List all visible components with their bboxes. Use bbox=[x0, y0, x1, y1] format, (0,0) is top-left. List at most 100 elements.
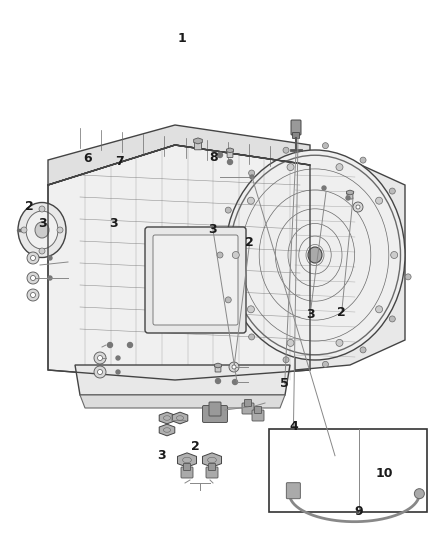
FancyBboxPatch shape bbox=[184, 464, 191, 471]
FancyBboxPatch shape bbox=[202, 406, 227, 423]
Circle shape bbox=[31, 276, 35, 280]
Circle shape bbox=[389, 316, 396, 322]
Circle shape bbox=[356, 205, 360, 209]
Circle shape bbox=[31, 255, 35, 261]
Circle shape bbox=[247, 197, 254, 204]
Circle shape bbox=[375, 306, 382, 313]
Circle shape bbox=[353, 202, 363, 212]
Circle shape bbox=[107, 343, 113, 348]
Circle shape bbox=[360, 157, 366, 163]
Text: 3: 3 bbox=[110, 217, 118, 230]
Text: 2: 2 bbox=[245, 236, 254, 249]
Polygon shape bbox=[159, 412, 175, 424]
Ellipse shape bbox=[308, 247, 322, 263]
Circle shape bbox=[27, 252, 39, 264]
Ellipse shape bbox=[26, 211, 58, 249]
Circle shape bbox=[391, 252, 398, 259]
Text: 1: 1 bbox=[177, 32, 186, 45]
Circle shape bbox=[116, 356, 120, 360]
Circle shape bbox=[414, 489, 424, 499]
Text: 2: 2 bbox=[337, 306, 346, 319]
FancyBboxPatch shape bbox=[291, 120, 301, 135]
Circle shape bbox=[217, 252, 223, 258]
Text: 8: 8 bbox=[209, 151, 218, 164]
FancyBboxPatch shape bbox=[206, 467, 218, 478]
Polygon shape bbox=[202, 453, 222, 467]
Polygon shape bbox=[159, 424, 175, 436]
Polygon shape bbox=[172, 412, 188, 424]
FancyBboxPatch shape bbox=[181, 467, 193, 478]
Text: 5: 5 bbox=[280, 377, 289, 390]
Polygon shape bbox=[75, 365, 290, 395]
Text: 4: 4 bbox=[289, 420, 298, 433]
Text: 2: 2 bbox=[25, 200, 34, 213]
Circle shape bbox=[322, 143, 328, 149]
Circle shape bbox=[127, 343, 133, 348]
Circle shape bbox=[225, 207, 231, 213]
FancyBboxPatch shape bbox=[209, 402, 221, 416]
Circle shape bbox=[94, 366, 106, 378]
Circle shape bbox=[287, 340, 294, 346]
FancyBboxPatch shape bbox=[215, 366, 221, 372]
Circle shape bbox=[405, 274, 411, 280]
Circle shape bbox=[57, 227, 63, 233]
Circle shape bbox=[229, 362, 239, 372]
Polygon shape bbox=[177, 453, 197, 467]
Circle shape bbox=[94, 352, 106, 364]
Polygon shape bbox=[194, 138, 202, 144]
Circle shape bbox=[225, 297, 231, 303]
Circle shape bbox=[375, 197, 382, 204]
Text: 9: 9 bbox=[355, 505, 364, 518]
Polygon shape bbox=[80, 395, 285, 408]
Text: 10: 10 bbox=[375, 467, 393, 480]
Circle shape bbox=[360, 347, 366, 353]
Circle shape bbox=[39, 248, 45, 254]
FancyBboxPatch shape bbox=[347, 192, 353, 199]
Text: 6: 6 bbox=[83, 152, 92, 165]
Bar bbox=[269, 429, 427, 512]
FancyBboxPatch shape bbox=[145, 227, 246, 333]
Circle shape bbox=[247, 306, 254, 313]
FancyBboxPatch shape bbox=[254, 407, 261, 414]
Ellipse shape bbox=[35, 222, 49, 238]
Circle shape bbox=[249, 170, 254, 176]
Circle shape bbox=[336, 340, 343, 346]
Ellipse shape bbox=[18, 203, 66, 257]
Circle shape bbox=[283, 147, 289, 154]
Circle shape bbox=[227, 159, 233, 165]
Polygon shape bbox=[215, 363, 222, 368]
Polygon shape bbox=[346, 190, 353, 195]
Circle shape bbox=[249, 334, 254, 340]
Circle shape bbox=[48, 256, 52, 260]
Circle shape bbox=[250, 175, 254, 179]
Circle shape bbox=[27, 272, 39, 284]
Circle shape bbox=[389, 188, 396, 194]
Circle shape bbox=[215, 378, 220, 384]
Circle shape bbox=[98, 356, 102, 360]
Circle shape bbox=[322, 186, 326, 190]
FancyBboxPatch shape bbox=[153, 235, 238, 325]
Circle shape bbox=[98, 369, 102, 375]
FancyBboxPatch shape bbox=[293, 133, 300, 139]
Circle shape bbox=[233, 379, 237, 384]
Polygon shape bbox=[226, 148, 233, 153]
FancyBboxPatch shape bbox=[242, 403, 254, 414]
FancyBboxPatch shape bbox=[244, 400, 251, 407]
FancyBboxPatch shape bbox=[194, 141, 201, 150]
Text: 3: 3 bbox=[157, 449, 166, 462]
Circle shape bbox=[287, 164, 294, 171]
Circle shape bbox=[218, 152, 223, 157]
Circle shape bbox=[283, 357, 289, 363]
Circle shape bbox=[116, 370, 120, 374]
FancyBboxPatch shape bbox=[227, 150, 233, 157]
Circle shape bbox=[336, 164, 343, 171]
Ellipse shape bbox=[225, 150, 405, 360]
Text: 2: 2 bbox=[191, 440, 199, 453]
Text: 3: 3 bbox=[306, 308, 314, 321]
Circle shape bbox=[31, 293, 35, 297]
Circle shape bbox=[27, 289, 39, 301]
Polygon shape bbox=[48, 145, 310, 380]
Text: 3: 3 bbox=[208, 223, 217, 236]
Polygon shape bbox=[295, 160, 405, 370]
Circle shape bbox=[232, 365, 236, 369]
